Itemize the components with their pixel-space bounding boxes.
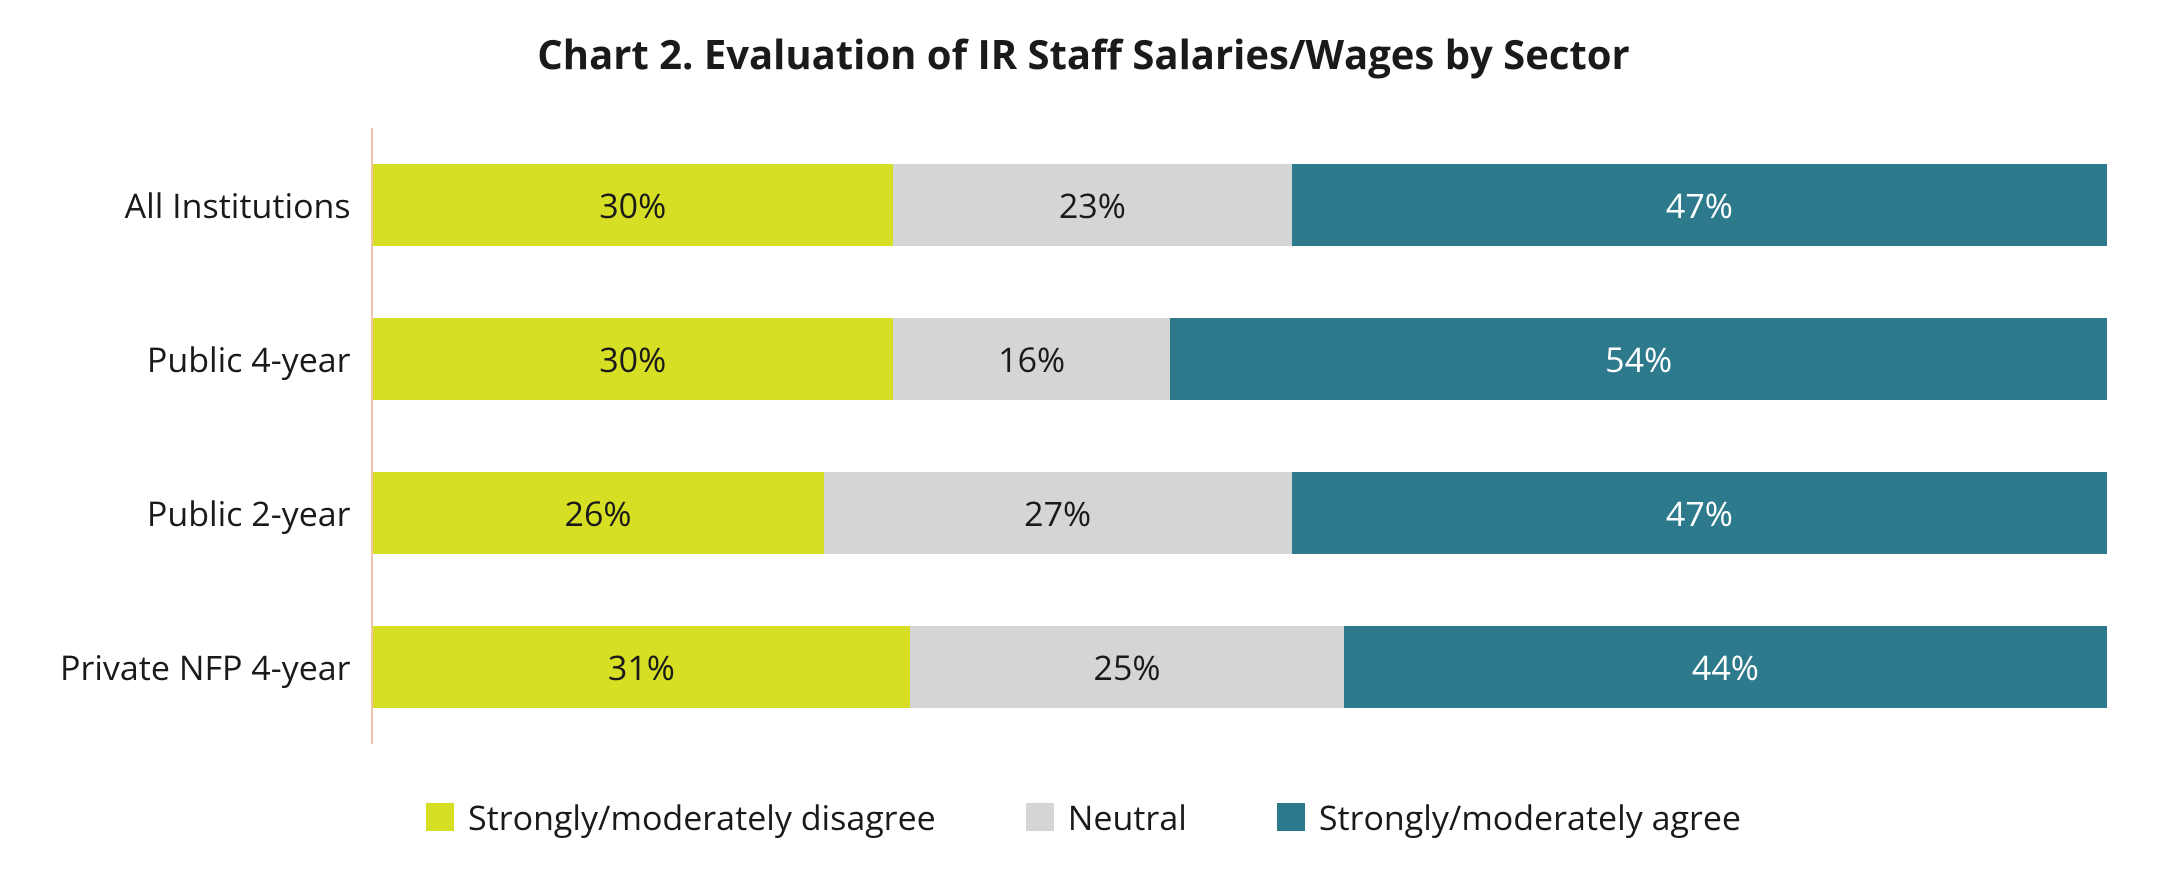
bar-value-label: 26% — [565, 496, 632, 530]
legend-item: Neutral — [1026, 794, 1187, 840]
bar-value-label: 30% — [599, 188, 666, 222]
bar-value-label: 54% — [1605, 342, 1672, 376]
bars-column: 30% 23% 47% 30% 16% 54% 26% 27% 47% 31% 25% 44% — [371, 128, 2107, 744]
legend-swatch — [1026, 803, 1054, 831]
category-label: Public 4-year — [147, 318, 351, 400]
chart-container: Chart 2. Evaluation of IR Staff Salaries… — [0, 0, 2167, 870]
y-axis-labels: All Institutions Public 4-year Public 2-ye… — [60, 128, 371, 744]
bar-segment: 30% — [373, 318, 893, 400]
legend-swatch — [1277, 803, 1305, 831]
legend: Strongly/moderately disagree Neutral Stron… — [60, 794, 2107, 840]
legend-item: Strongly/moderately agree — [1277, 794, 1741, 840]
legend-label: Strongly/moderately agree — [1319, 794, 1741, 840]
bar-value-label: 16% — [998, 342, 1065, 376]
legend-item: Strongly/moderately disagree — [426, 794, 936, 840]
bar-value-label: 31% — [608, 650, 675, 684]
bar-row: 31% 25% 44% — [373, 626, 2107, 708]
bar-value-label: 44% — [1692, 650, 1759, 684]
bar-segment: 54% — [1170, 318, 2107, 400]
bar-segment: 47% — [1292, 164, 2107, 246]
bar-segment: 16% — [893, 318, 1171, 400]
category-label: All Institutions — [125, 164, 351, 246]
chart-title: Chart 2. Evaluation of IR Staff Salaries… — [60, 30, 2107, 78]
bar-row: 26% 27% 47% — [373, 472, 2107, 554]
bar-value-label: 30% — [599, 342, 666, 376]
category-label: Public 2-year — [147, 472, 351, 554]
bar-segment: 30% — [373, 164, 893, 246]
bar-segment: 31% — [373, 626, 911, 708]
bar-segment: 27% — [824, 472, 1292, 554]
bar-value-label: 47% — [1666, 496, 1733, 530]
bar-value-label: 25% — [1094, 650, 1161, 684]
bar-segment: 47% — [1292, 472, 2107, 554]
bar-value-label: 27% — [1024, 496, 1091, 530]
bar-segment: 23% — [893, 164, 1292, 246]
legend-label: Strongly/moderately disagree — [468, 794, 936, 840]
bar-value-label: 23% — [1059, 188, 1126, 222]
legend-swatch — [426, 803, 454, 831]
bar-row: 30% 23% 47% — [373, 164, 2107, 246]
bar-segment: 26% — [373, 472, 824, 554]
category-label: Private NFP 4-year — [60, 626, 351, 708]
bar-row: 30% 16% 54% — [373, 318, 2107, 400]
plot-area: All Institutions Public 4-year Public 2-ye… — [60, 128, 2107, 744]
bar-value-label: 47% — [1666, 188, 1733, 222]
legend-label: Neutral — [1068, 794, 1187, 840]
bar-segment: 44% — [1344, 626, 2107, 708]
bar-segment: 25% — [910, 626, 1344, 708]
